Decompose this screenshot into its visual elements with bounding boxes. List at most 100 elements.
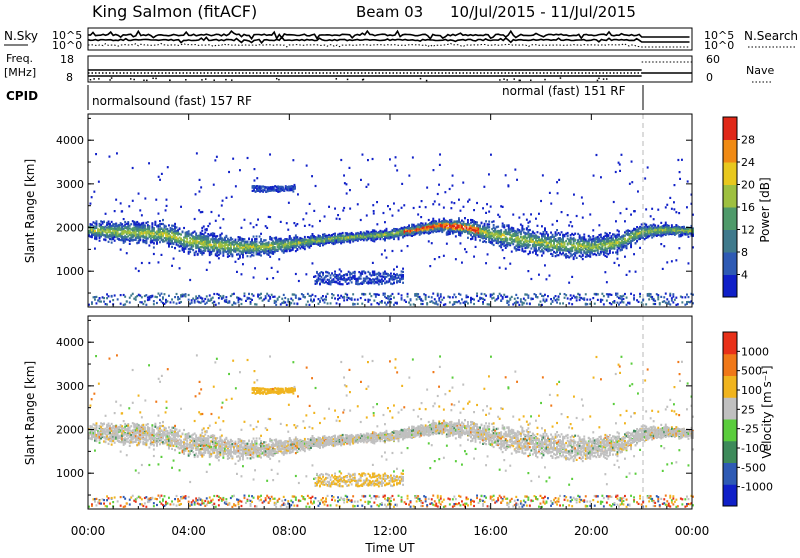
power-echo-cell — [183, 251, 185, 253]
freq-dot — [146, 80, 148, 82]
power-echo-cell — [564, 297, 566, 299]
power-echo-cell — [407, 245, 409, 247]
power-echo-cell — [384, 221, 386, 223]
power-echo-cell — [425, 298, 427, 300]
power-echo-cell — [419, 206, 421, 208]
power-echo-cell — [260, 293, 262, 295]
power-echo-cell — [493, 297, 495, 299]
power-echo-cell — [478, 300, 480, 302]
power-echo-cell — [437, 303, 439, 305]
power-echo-cell — [438, 299, 440, 301]
power-echo-cell — [488, 211, 490, 213]
freq-dot — [363, 79, 365, 81]
freq-dot — [169, 79, 171, 81]
power-echo-cell — [529, 229, 531, 231]
power-echo-cell — [393, 304, 395, 306]
freq-dot — [155, 78, 157, 80]
power-echo-cell — [467, 302, 469, 304]
power-echo-cell — [512, 243, 514, 245]
power-echo-cell — [253, 252, 255, 254]
power-echo-cell — [538, 213, 540, 215]
power-echo-cell — [126, 300, 128, 302]
power-echo-cell — [529, 303, 531, 305]
power-echo-cell — [544, 264, 546, 266]
power-echo-cell — [298, 280, 300, 282]
power-echo-cell — [307, 301, 309, 303]
power-echo-cell — [386, 229, 388, 231]
power-echo-cell — [512, 227, 514, 229]
power-echo-cell — [537, 231, 539, 233]
power-echo-cell — [158, 293, 160, 295]
power-echo-cell — [537, 225, 539, 227]
power-echo-cell — [206, 302, 208, 304]
nave-tick-bottom: 0 — [706, 71, 713, 84]
power-echo-cell — [370, 303, 372, 305]
power-echo-cell — [239, 256, 241, 258]
power-echo-cell — [364, 293, 366, 295]
power-echo-cell — [440, 293, 442, 295]
power-echo-cell — [485, 212, 487, 214]
power-echo-cell — [392, 293, 394, 295]
power-echo-cell — [527, 270, 529, 272]
power-echo-cell — [213, 233, 215, 235]
power-echo-cell — [236, 271, 238, 273]
power-echo-cell — [449, 233, 451, 235]
freq-dot — [426, 80, 428, 82]
power-echo-cell — [546, 299, 548, 301]
power-echo-cell — [488, 221, 490, 223]
power-echo-cell — [272, 277, 274, 279]
power-echo-cell — [203, 252, 205, 254]
power-echo-cell — [256, 235, 258, 237]
power-echo-cell — [260, 238, 262, 240]
power-echo-cell — [168, 224, 170, 226]
power-echo-cell — [524, 299, 526, 301]
power-echo-cell — [370, 295, 372, 297]
power-echo-cell — [296, 236, 298, 238]
power-echo-cell — [296, 303, 298, 305]
power-echo-cell — [145, 234, 147, 236]
power-echo-cell — [339, 218, 341, 220]
power-echo-cell — [535, 218, 537, 220]
power-echo-cell — [420, 216, 422, 218]
power-echo-cell — [156, 243, 158, 245]
power-echo-cell — [254, 267, 256, 269]
power-echo-cell — [141, 214, 143, 216]
power-echo-cell — [485, 220, 487, 222]
power-echo-cell — [396, 266, 398, 268]
power-echo-cell — [518, 249, 520, 251]
power-echo-cell — [295, 295, 297, 297]
power-echo-cell — [96, 220, 98, 222]
power-echo-cell — [218, 215, 220, 217]
power-echo-cell — [473, 299, 475, 301]
power-echo-cell — [530, 247, 532, 249]
freq-label: Freq. — [6, 52, 33, 65]
freq-dot — [513, 78, 515, 80]
power-echo-cell — [269, 256, 271, 258]
power-echo-cell — [435, 301, 437, 303]
power-echo-cell — [108, 221, 110, 223]
power-echo-cell — [215, 245, 217, 247]
power-echo-cell — [552, 254, 554, 256]
power-echo-cell — [346, 294, 348, 296]
power-echo-cell — [535, 247, 537, 249]
power-echo-cell — [290, 302, 292, 304]
power-echo-cell — [185, 248, 187, 250]
cpid-segment-2: normal (fast) 151 RF — [502, 84, 626, 98]
power-echo-cell — [564, 235, 566, 237]
power-echo-cell — [336, 218, 338, 220]
power-echo-cell — [461, 262, 463, 264]
power-echo-cell — [100, 301, 102, 303]
power-echo-cell — [558, 254, 560, 256]
power-echo-cell — [302, 218, 304, 220]
power-echo-cell — [357, 303, 359, 305]
power-echo-cell — [269, 298, 271, 300]
power-echo-cell — [458, 300, 460, 302]
power-echo-cell — [372, 262, 374, 264]
power-echo-cell — [242, 256, 244, 258]
power-echo-cell — [467, 219, 469, 221]
power-echo-cell — [517, 301, 519, 303]
power-echo-cell — [328, 206, 330, 208]
power-echo-cell — [94, 230, 96, 232]
power-echo-cell — [94, 299, 96, 301]
power-echo-cell — [518, 304, 520, 306]
